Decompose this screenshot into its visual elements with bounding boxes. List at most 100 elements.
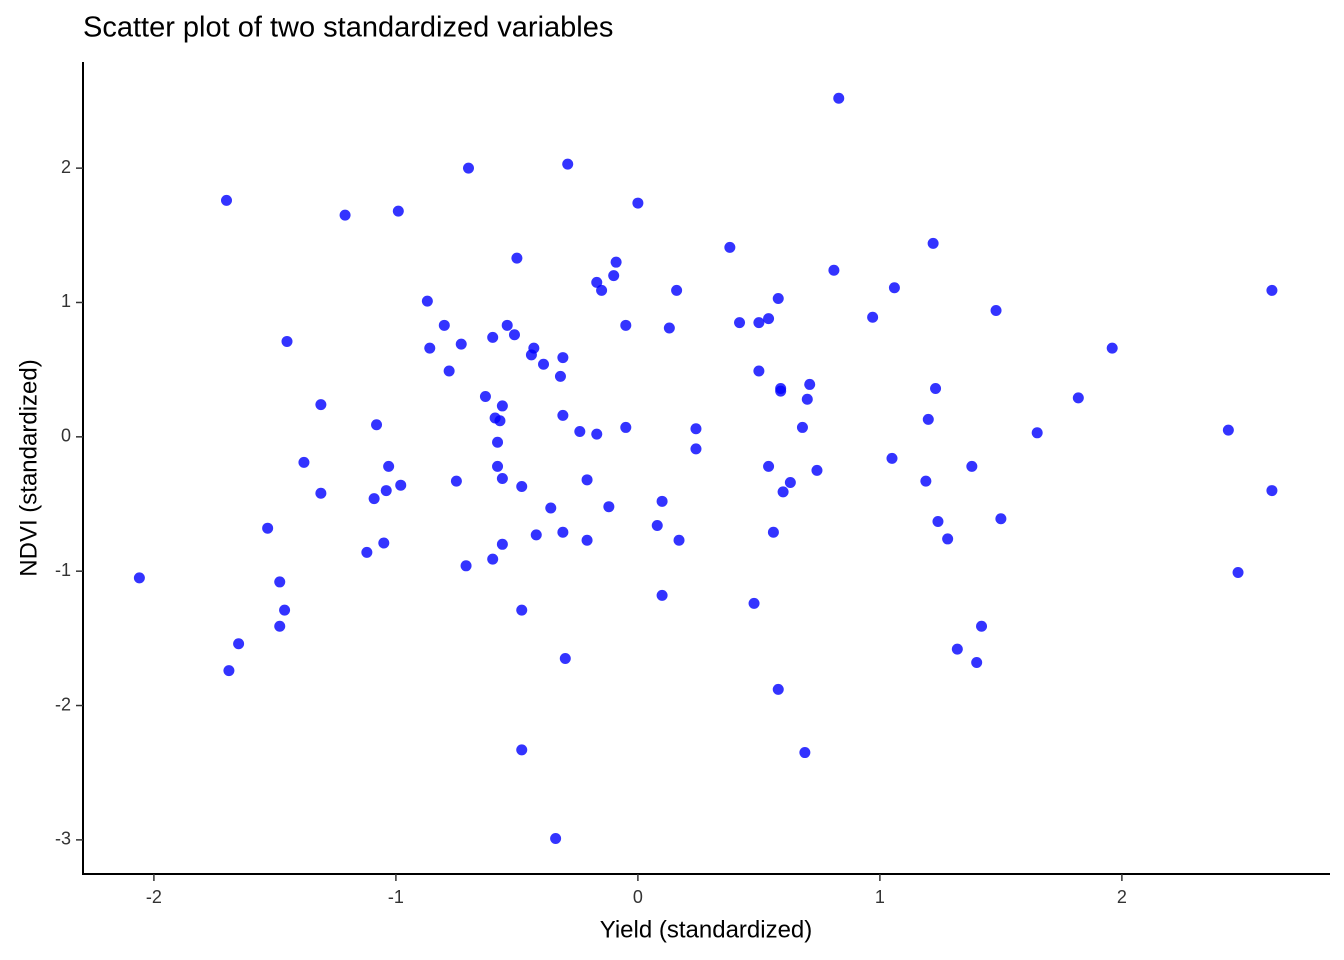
point xyxy=(796,421,808,433)
point xyxy=(378,537,390,549)
point xyxy=(784,477,796,489)
point xyxy=(315,487,327,499)
point xyxy=(492,460,504,472)
point xyxy=(1232,567,1244,579)
point xyxy=(748,597,760,609)
y-tick-label: -1 xyxy=(55,560,71,580)
point xyxy=(298,456,310,468)
point xyxy=(233,638,245,650)
point xyxy=(562,158,574,170)
point xyxy=(424,342,436,354)
point xyxy=(371,419,383,431)
point xyxy=(462,162,474,174)
point xyxy=(516,481,528,493)
point xyxy=(930,382,942,394)
y-tick-label: 0 xyxy=(61,426,71,446)
point xyxy=(886,452,898,464)
point xyxy=(1031,427,1043,439)
point xyxy=(559,653,571,665)
point xyxy=(223,665,235,677)
point xyxy=(557,526,569,538)
point xyxy=(656,589,668,601)
point xyxy=(610,256,622,268)
point xyxy=(525,349,537,361)
point xyxy=(315,399,327,411)
point xyxy=(421,295,433,307)
point xyxy=(772,683,784,695)
point xyxy=(133,572,145,584)
point xyxy=(438,319,450,331)
point xyxy=(443,365,455,377)
point xyxy=(581,474,593,486)
point xyxy=(487,331,499,343)
point xyxy=(888,282,900,294)
point xyxy=(496,538,508,550)
point xyxy=(496,472,508,484)
point xyxy=(262,522,274,534)
point xyxy=(554,370,566,382)
point xyxy=(775,385,787,397)
point xyxy=(487,553,499,565)
point xyxy=(922,413,934,425)
point xyxy=(767,526,779,538)
point xyxy=(920,475,932,487)
point xyxy=(538,358,550,370)
point xyxy=(690,443,702,455)
point xyxy=(530,529,542,541)
point xyxy=(651,520,663,532)
point xyxy=(511,252,523,264)
y-tick-label: 2 xyxy=(61,157,71,177)
point xyxy=(274,620,286,632)
point xyxy=(274,576,286,588)
point xyxy=(516,604,528,616)
point xyxy=(763,313,775,325)
x-tick-label: 2 xyxy=(1117,887,1127,907)
point xyxy=(339,209,351,221)
point xyxy=(777,486,789,498)
y-tick-label: -2 xyxy=(55,694,71,714)
point xyxy=(799,747,811,759)
point xyxy=(811,464,823,476)
point xyxy=(508,329,520,341)
point xyxy=(395,479,407,491)
point xyxy=(673,534,685,546)
point xyxy=(867,311,879,323)
point xyxy=(1266,485,1278,497)
x-tick-label: -1 xyxy=(388,887,404,907)
point xyxy=(361,546,373,558)
point xyxy=(995,513,1007,525)
point xyxy=(976,620,988,632)
point xyxy=(663,322,675,334)
point xyxy=(671,284,683,296)
point xyxy=(942,533,954,545)
point xyxy=(828,264,840,276)
point xyxy=(392,205,404,217)
point xyxy=(620,319,632,331)
point xyxy=(724,241,736,253)
point xyxy=(1222,424,1234,436)
point xyxy=(221,194,233,206)
point xyxy=(620,421,632,433)
point xyxy=(971,657,983,669)
point xyxy=(516,744,528,756)
point xyxy=(927,237,939,249)
point xyxy=(690,423,702,435)
point xyxy=(801,393,813,405)
x-tick-label: 0 xyxy=(633,887,643,907)
point xyxy=(380,485,392,497)
point xyxy=(492,436,504,448)
point xyxy=(608,270,620,282)
point xyxy=(460,560,472,572)
point xyxy=(368,493,380,505)
point xyxy=(734,317,746,329)
point xyxy=(932,515,944,527)
point xyxy=(455,338,467,350)
point xyxy=(574,425,586,437)
point xyxy=(591,276,603,288)
point xyxy=(279,604,291,616)
x-tick-label: 1 xyxy=(875,887,885,907)
point xyxy=(632,197,644,209)
point xyxy=(501,319,513,331)
point xyxy=(557,352,569,364)
